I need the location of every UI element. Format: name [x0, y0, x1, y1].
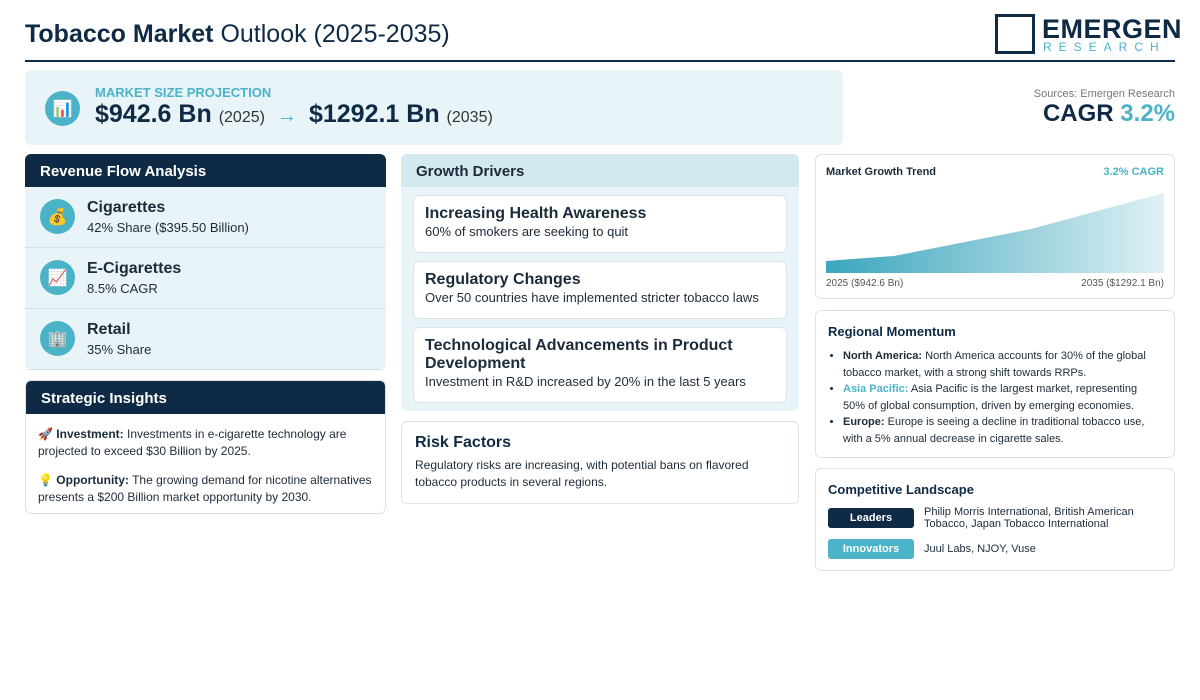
- competitor-names: Juul Labs, NJOY, Vuse: [924, 543, 1036, 555]
- start-value: $942.6 Bn: [95, 100, 212, 128]
- revenue-item: 💰 Cigarettes 42% Share ($395.50 Billion): [25, 187, 386, 248]
- arrow: →: [276, 105, 297, 127]
- trend-start: 2025 ($942.6 Bn): [826, 278, 904, 289]
- revenue-item: 📈 E-Cigarettes 8.5% CAGR: [25, 248, 386, 309]
- projection-box: 📊 MARKET SIZE PROJECTION $942.6 Bn (2025…: [25, 70, 843, 145]
- logo-box: [995, 14, 1035, 54]
- revenue-item: 🏢 Retail 35% Share: [25, 309, 386, 370]
- logo-main: EMERGEN: [1042, 14, 1183, 44]
- source: Sources: Emergen Research: [1033, 88, 1175, 100]
- region-item: North America: North America accounts fo…: [843, 348, 1162, 381]
- trend-shape: [826, 193, 1164, 273]
- driver-name: Increasing Health Awareness: [425, 205, 647, 222]
- insight: 🚀 Investment: Investments in e-cigarette…: [38, 426, 373, 460]
- driver-detail: Over 50 countries have implemented stric…: [425, 290, 759, 305]
- revenue-name: E-Cigarettes: [87, 260, 182, 277]
- competitor-row: Innovators Juul Labs, NJOY, Vuse: [828, 539, 1162, 559]
- driver-detail: Investment in R&D increased by 20% in th…: [425, 374, 746, 389]
- card-title: Growth Drivers: [401, 154, 799, 187]
- insight-label: Investment:: [56, 427, 124, 441]
- insight-label: Opportunity:: [56, 473, 129, 487]
- region-list: North America: North America accounts fo…: [828, 348, 1162, 447]
- cagr-value: 3.2%: [1120, 100, 1175, 127]
- trend-area: [826, 193, 1164, 273]
- revenue-list: 💰 Cigarettes 42% Share ($395.50 Billion) 📈 E…: [25, 187, 386, 370]
- competitor-tag: Leaders: [828, 508, 914, 528]
- region-name: Asia Pacific:: [843, 383, 909, 395]
- competitor-list: Leaders Philip Morris International, Brit…: [828, 506, 1162, 559]
- card-title: Regional Momentum: [828, 324, 956, 339]
- cagr: CAGR 3.2%: [1043, 100, 1175, 128]
- risk-card: Risk Factors Regulatory risks are increa…: [401, 421, 799, 504]
- drivers-card: Growth Drivers Increasing Health Awarene…: [401, 154, 799, 411]
- projection-icon: 📊: [45, 91, 80, 126]
- competitor-names: Philip Morris International, British Ame…: [924, 506, 1134, 530]
- end-value: $1292.1 Bn: [308, 100, 440, 128]
- logo: EMERGEN RESEARCH: [995, 14, 1182, 56]
- region-text: North America accounts for 30% of the gl…: [843, 350, 1146, 379]
- insight-icon: 💡: [38, 473, 53, 487]
- revenue-detail: 8.5% CAGR: [87, 281, 158, 296]
- revenue-detail: 42% Share ($395.50 Billion): [87, 220, 249, 235]
- driver-item: Increasing Health Awareness 60% of smoker…: [413, 195, 787, 253]
- trend-end: 2035 ($1292.1 Bn): [1081, 278, 1164, 289]
- driver-item: Regulatory Changes Over 50 countries have…: [413, 261, 787, 319]
- revenue-icon: 🏢: [40, 321, 75, 356]
- insight-text: The growing demand for nicotine alternat…: [38, 473, 372, 504]
- page-title: Tobacco Market Outlook (2025-2035): [25, 20, 450, 49]
- driver-detail: 60% of smokers are seeking to quit: [425, 224, 629, 239]
- title-rest: Outlook (2025-2035): [220, 20, 450, 48]
- card-title: Risk Factors: [415, 434, 512, 451]
- title-bold: Tobacco Market: [25, 20, 214, 48]
- projection-label: MARKET SIZE PROJECTION: [95, 85, 272, 100]
- card-title: Market Growth Trend: [826, 166, 937, 178]
- trend-badge: 3.2% CAGR: [1103, 166, 1164, 178]
- revenue-icon: 📈: [40, 260, 75, 295]
- competitive-card: Competitive Landscape Leaders Philip Morr…: [815, 468, 1175, 571]
- region-name: North America:: [843, 350, 923, 362]
- driver-name: Regulatory Changes: [425, 271, 581, 288]
- trend-card: Market Growth Trend 3.2% CAGR 2025 ($942…: [815, 154, 1175, 299]
- region-item: Asia Pacific: Asia Pacific is the larges…: [843, 381, 1162, 414]
- region-text: Europe is seeing a decline in traditiona…: [843, 416, 1145, 445]
- region-text: Asia Pacific is the largest market, repr…: [843, 383, 1138, 412]
- insights-card: Strategic Insights 🚀 Investment: Investm…: [25, 380, 386, 514]
- insight: 💡 Opportunity: The growing demand for ni…: [38, 472, 373, 506]
- card-title: Competitive Landscape: [828, 482, 974, 497]
- driver-item: Technological Advancements in Product De…: [413, 327, 787, 403]
- revenue-card: Revenue Flow Analysis 💰 Cigarettes 42% Sha…: [25, 154, 386, 370]
- card-title: Strategic Insights: [26, 381, 385, 414]
- region-name: Europe:: [843, 416, 885, 428]
- region-item: Europe: Europe is seeing a decline in tr…: [843, 414, 1162, 447]
- revenue-icon: 💰: [40, 199, 75, 234]
- insight-text: Investments in e-cigarette technology ar…: [38, 427, 347, 458]
- regional-card: Regional Momentum North America: North A…: [815, 310, 1175, 458]
- end-year: (2035): [446, 109, 493, 126]
- header-rule: [25, 60, 1175, 62]
- start-year: (2025): [218, 109, 265, 126]
- competitor-row: Leaders Philip Morris International, Brit…: [828, 506, 1162, 530]
- competitor-tag: Innovators: [828, 539, 914, 559]
- revenue-name: Cigarettes: [87, 199, 166, 216]
- cagr-label: CAGR: [1042, 100, 1114, 127]
- driver-name: Technological Advancements in Product De…: [425, 337, 733, 372]
- revenue-name: Retail: [87, 321, 131, 338]
- insight-icon: 🚀: [38, 427, 53, 441]
- insight-list: 🚀 Investment: Investments in e-cigarette…: [26, 426, 385, 506]
- projection-values: $942.6 Bn (2025) → $1292.1 Bn (2035): [95, 100, 493, 129]
- risk-text: Regulatory risks are increasing, with po…: [415, 458, 749, 489]
- logo-sub: RESEARCH: [1043, 40, 1166, 54]
- revenue-detail: 35% Share: [87, 342, 152, 357]
- card-title: Revenue Flow Analysis: [25, 154, 386, 187]
